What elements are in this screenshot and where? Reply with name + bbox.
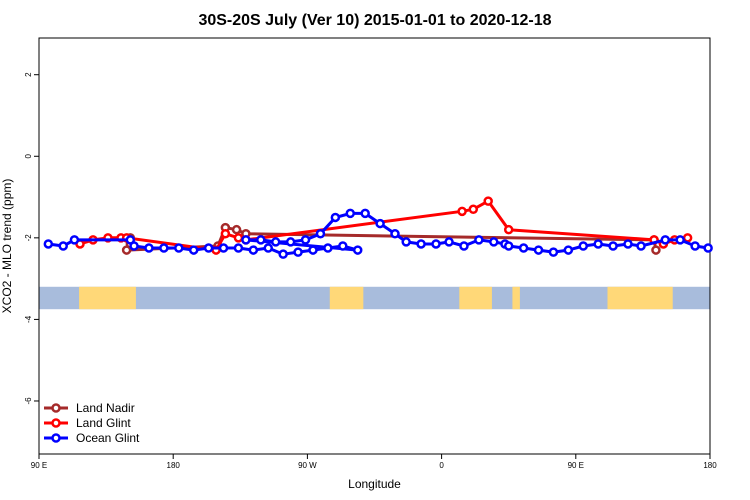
x-tick-label: 90 W [298, 461, 317, 470]
land-band [607, 286, 673, 310]
ocean-glint-point [338, 241, 348, 251]
ocean-glint-point [360, 208, 370, 219]
ocean-glint-point [593, 239, 603, 249]
y-tick-label: -4 [24, 315, 33, 323]
x-axis-label: Longitude [348, 477, 401, 491]
map-band [39, 286, 710, 310]
ocean-glint-point [330, 212, 341, 223]
land-glint-point [220, 229, 231, 239]
ocean-glint-point [660, 235, 671, 245]
ocean-glint-point [474, 235, 484, 245]
x-tick-label: 90 E [31, 461, 47, 470]
x-tick-label: 180 [167, 461, 181, 470]
ocean-glint-point [375, 218, 385, 229]
ocean-glint-point [416, 239, 426, 249]
x-tick-label: 90 E [568, 461, 584, 470]
ocean-glint-point [69, 235, 80, 245]
legend-label: Ocean Glint [76, 431, 140, 445]
ocean-glint-point [431, 239, 441, 249]
ocean-glint-point [390, 229, 400, 239]
ocean-glint-point [675, 235, 685, 245]
y-axis: 2 0 -2 -4 -6 [24, 72, 39, 405]
y-tick-label: -6 [24, 397, 33, 405]
ocean-glint-point [263, 243, 274, 253]
ocean-glint-point [203, 243, 214, 253]
y-tick-label: 2 [24, 72, 33, 77]
ocean-glint-point [174, 243, 184, 253]
ocean-glint-point [533, 245, 544, 255]
ocean-glint-point [188, 245, 199, 255]
land-glint-point [503, 224, 514, 235]
ocean-glint-point [690, 241, 700, 251]
ocean-glint-point [315, 229, 326, 239]
ocean-glint-point [129, 241, 139, 251]
ocean-glint-point [518, 243, 529, 253]
land-band [459, 286, 492, 310]
ocean-glint-point [278, 249, 288, 259]
land-band [79, 286, 136, 310]
ocean-glint-point [578, 241, 589, 251]
chart-title: 30S-20S July (Ver 10) 2015-01-01 to 2020… [198, 12, 551, 29]
series-layer [43, 196, 713, 259]
ocean-glint-point [503, 241, 514, 251]
ocean-glint-point [563, 245, 574, 255]
ocean-glint-point [218, 243, 229, 253]
ocean-glint-point [401, 237, 411, 247]
ocean-glint-point [548, 247, 559, 257]
land-glint-point [457, 206, 467, 217]
legend-item-land-glint: Land Glint [44, 416, 131, 430]
ocean-glint-point [43, 239, 54, 249]
legend-swatch-point [51, 403, 61, 413]
ocean-glint-point [444, 237, 454, 247]
ocean-glint-point [703, 243, 713, 253]
y-tick-label: 0 [24, 154, 33, 159]
y-tick-label: -2 [24, 234, 33, 242]
land-band [512, 286, 520, 310]
ocean-glint-point [459, 241, 469, 251]
ocean-glint-point [489, 237, 499, 247]
ocean-glint-point [293, 247, 303, 257]
legend-label: Land Glint [76, 416, 131, 430]
ocean-glint-point [300, 235, 311, 245]
land-glint-point [468, 204, 479, 215]
legend-item-ocean-glint: Ocean Glint [44, 431, 140, 445]
y-axis-label: XCO2 - MLO trend (ppm) [0, 179, 14, 314]
ocean-glint-point [58, 241, 68, 251]
land-nadir-point [121, 245, 132, 255]
x-tick-label: 0 [439, 461, 444, 470]
ocean-glint-point [144, 243, 154, 253]
legend-swatch-point [51, 433, 61, 443]
ocean-glint-point [308, 245, 318, 255]
x-axis: 90 E 180 90 W 0 90 E 180 [31, 454, 717, 470]
ocean-glint-point [623, 239, 633, 249]
ocean-glint-point [352, 245, 363, 255]
land-band [329, 286, 364, 310]
legend-item-land-nadir: Land Nadir [44, 401, 135, 415]
ocean-glint-point [608, 241, 618, 251]
land-glint-point [682, 233, 693, 243]
ocean-glint-point [636, 241, 646, 251]
ocean-glint-point [270, 237, 281, 247]
land-nadir-point [651, 245, 661, 255]
ocean-band [39, 286, 710, 310]
land-nadir-point [231, 224, 242, 235]
ocean-glint-point [345, 208, 356, 219]
ocean-glint-point [241, 235, 251, 245]
land-glint-point [233, 233, 244, 243]
ocean-glint-point [159, 243, 169, 253]
ocean-glint-point [256, 235, 266, 245]
land-glint-point [483, 196, 493, 206]
ocean-glint-point [233, 243, 244, 253]
ocean-glint-point [323, 243, 333, 253]
x-tick-label: 180 [703, 461, 717, 470]
legend-swatch-point [51, 418, 61, 428]
ocean-glint-point [285, 237, 296, 247]
legend-label: Land Nadir [76, 401, 135, 415]
ocean-glint-series [43, 208, 713, 259]
ocean-glint-point [248, 245, 259, 255]
